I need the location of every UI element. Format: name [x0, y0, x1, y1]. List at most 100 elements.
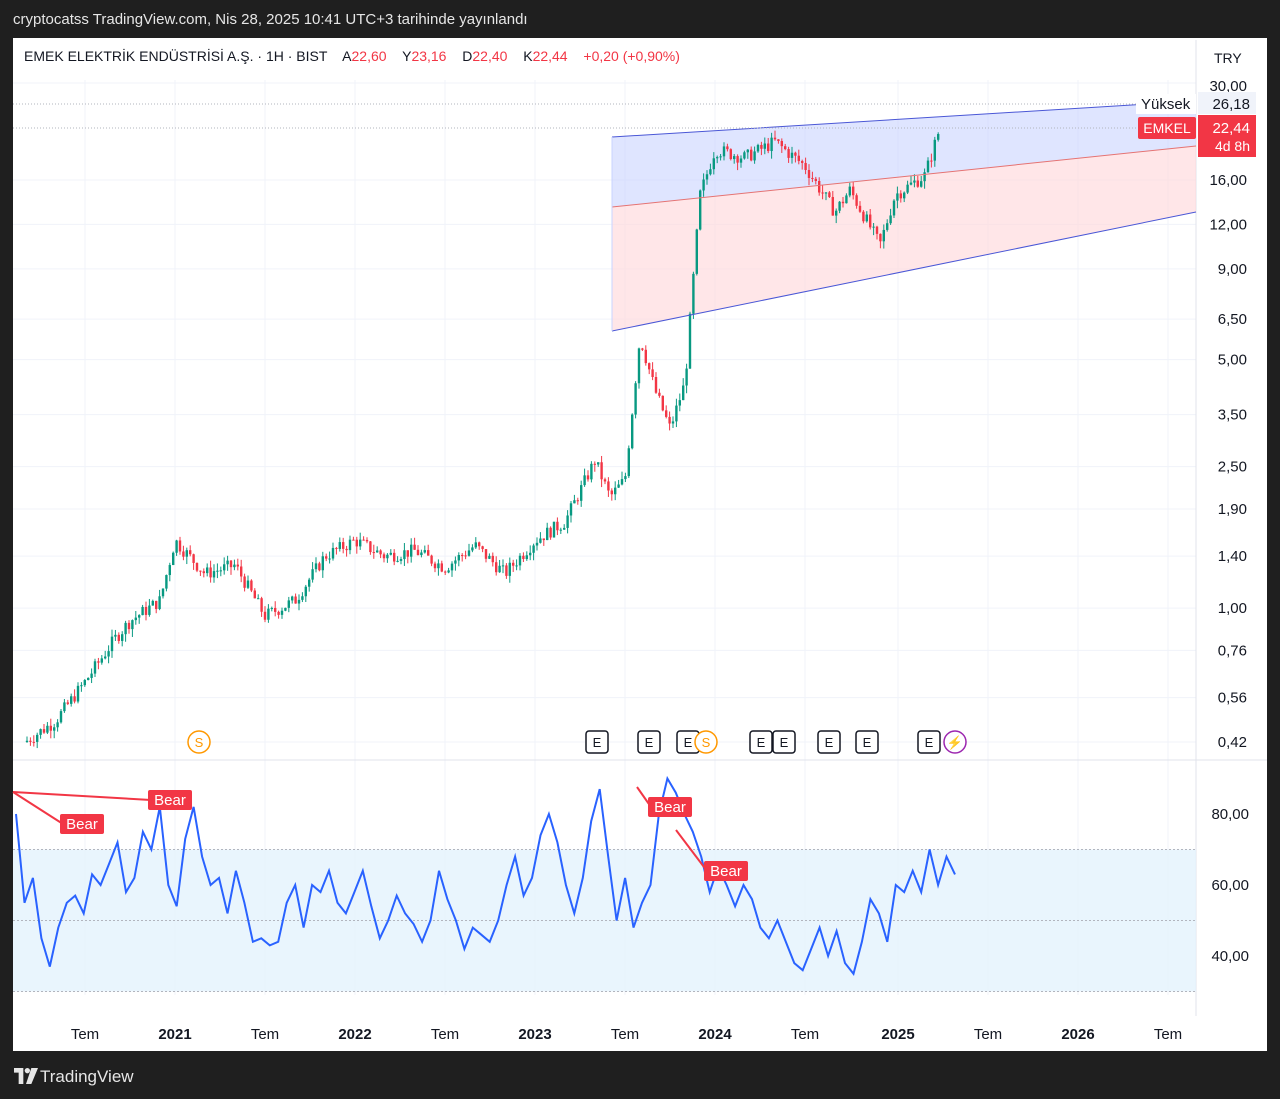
dividend-marker-icon[interactable] [694, 730, 718, 754]
bear-label: Bear [66, 816, 98, 833]
currency-selector[interactable]: TRY [1214, 50, 1242, 66]
candle-body [580, 485, 583, 501]
candle-body [243, 576, 246, 588]
candle-body [450, 563, 454, 571]
brand-name[interactable]: TradingView [40, 1067, 134, 1086]
candle-body [831, 197, 834, 216]
candle-body [216, 570, 219, 572]
candle-body [739, 158, 743, 163]
candle-body [583, 475, 586, 486]
earnings-marker-icon[interactable] [855, 730, 879, 754]
candle-body [114, 634, 117, 637]
time-tick-label: 2025 [881, 1026, 914, 1043]
candle-body [671, 421, 675, 424]
candle-body [607, 481, 610, 491]
time-tick-label: Tem [71, 1026, 99, 1043]
dividend-marker-icon[interactable] [187, 730, 211, 754]
candle-body [875, 226, 879, 234]
candle-body [566, 515, 569, 528]
candle-body [165, 575, 168, 589]
rsi-tick-label: 60,00 [1211, 877, 1249, 894]
candle-body [726, 146, 729, 150]
time-tick-label: 2024 [698, 1026, 732, 1043]
earnings-marker-icon[interactable] [817, 730, 841, 754]
earnings-marker-label: E [593, 735, 602, 750]
candle-body [297, 599, 301, 604]
bear-label-bg [648, 797, 692, 817]
candle-body [362, 539, 365, 541]
change-value: +0,20 (+0,90%) [583, 48, 680, 64]
candle-body [399, 559, 403, 561]
candle-body [597, 462, 600, 465]
candle-body [474, 542, 477, 548]
candle-body [49, 725, 52, 731]
symbol-title: EMEK ELEKTRİK ENDÜSTRİSİ A.Ş. · 1H · BIS… [24, 48, 328, 64]
candle-body [920, 181, 923, 187]
candle-body [869, 214, 872, 228]
candle-body [933, 139, 936, 161]
candle-body [423, 550, 426, 553]
earnings-marker-icon[interactable] [585, 730, 609, 754]
candle-body [699, 190, 702, 230]
candle-body [39, 729, 42, 735]
candle-body [287, 600, 290, 608]
candle-body [410, 544, 413, 557]
candle-body [617, 484, 620, 488]
candle-body [532, 545, 535, 553]
candle-body [168, 565, 171, 576]
candle-body [29, 740, 32, 742]
candle-body [226, 560, 229, 565]
price-tick-label: 30,00 [1209, 78, 1247, 95]
candle-body [804, 162, 807, 170]
earnings-marker-icon[interactable] [749, 730, 773, 754]
candle-body [158, 596, 161, 610]
candle-body [148, 605, 151, 615]
candle-body [175, 540, 178, 553]
candle-body [773, 137, 777, 140]
candle-body [824, 192, 828, 194]
divergence-line [675, 829, 708, 872]
publish-text: cryptocatss TradingView.com, Nis 28, 202… [13, 11, 528, 28]
split-marker-icon[interactable] [943, 730, 967, 754]
candle-body [862, 211, 865, 222]
time-tick-label: 2021 [158, 1026, 191, 1043]
candle-body [600, 462, 603, 480]
candle-body [896, 193, 899, 201]
candle-body [661, 395, 664, 411]
candle-body [658, 392, 661, 396]
candle-body [801, 161, 804, 163]
candle-body [240, 566, 243, 577]
candle-body [328, 558, 331, 560]
candle-body [852, 186, 855, 196]
candle-body [930, 160, 933, 162]
candle-body [576, 500, 579, 502]
candle-body [892, 200, 896, 216]
candle-body [304, 586, 307, 597]
candle-body [777, 139, 780, 142]
price-tick-label: 6,50 [1218, 311, 1247, 328]
candle-body [427, 550, 430, 556]
candle-body [236, 564, 239, 567]
candle-body [916, 180, 919, 187]
price-tick-label: 12,00 [1209, 216, 1247, 233]
candle-body [433, 563, 437, 569]
earnings-marker-icon[interactable] [772, 730, 796, 754]
candle-body [389, 552, 392, 555]
candle-body [654, 376, 658, 393]
channel-lines [13, 100, 1197, 332]
earnings-marker-icon[interactable] [637, 730, 661, 754]
tradingview-logo-icon[interactable] [14, 1068, 38, 1084]
earnings-marker-icon[interactable] [917, 730, 941, 754]
candle-body [250, 580, 253, 591]
divergence-line [12, 791, 152, 801]
earnings-marker-label: E [825, 735, 834, 750]
time-tick-label: Tem [611, 1026, 639, 1043]
candle-body [624, 476, 627, 480]
candle-body [321, 556, 324, 571]
candle-body [552, 521, 556, 538]
candle-body [937, 134, 940, 140]
dividend-marker-label: S [702, 735, 711, 750]
candle-body [835, 210, 838, 216]
candle-body [32, 741, 35, 743]
